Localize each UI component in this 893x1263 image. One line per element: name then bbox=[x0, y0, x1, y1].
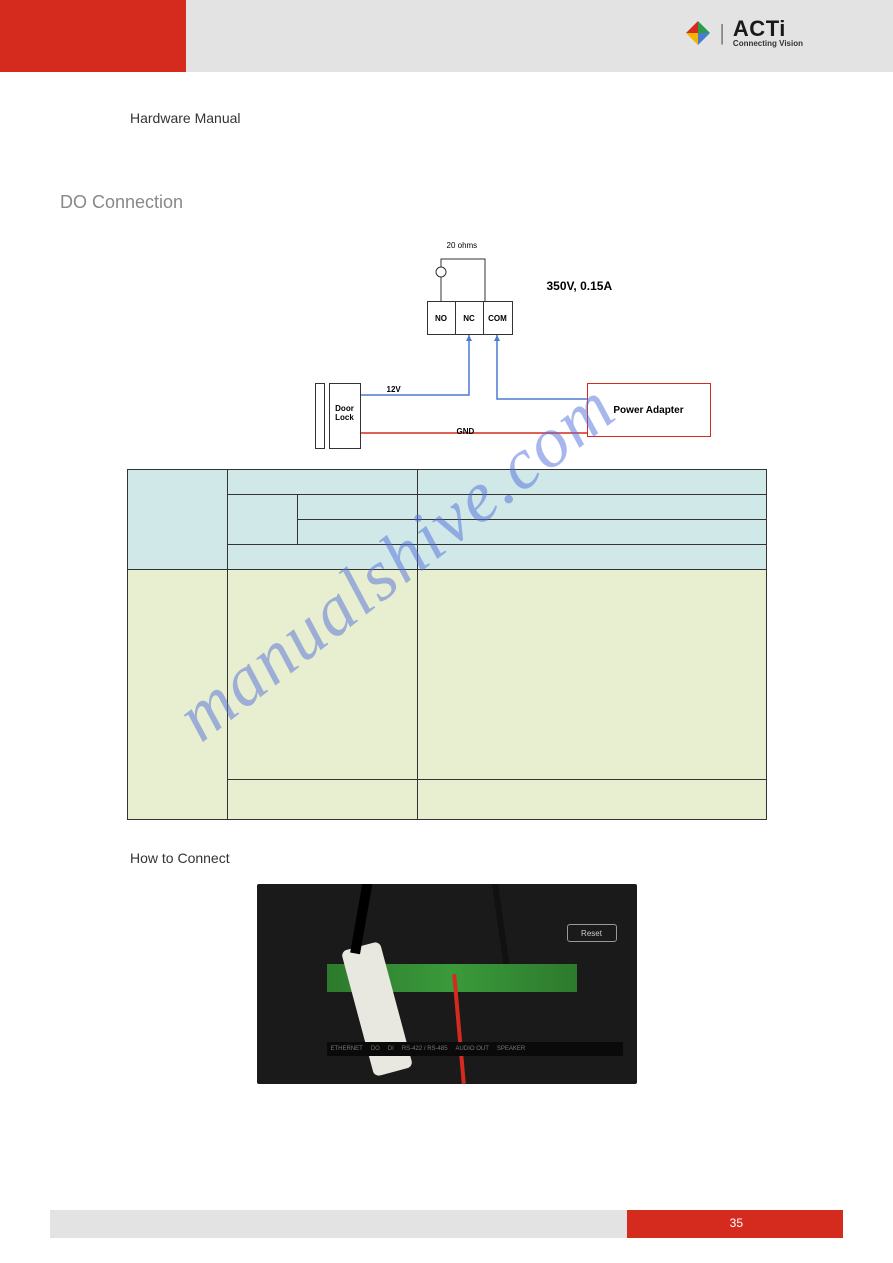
table-hdr-b2b bbox=[297, 520, 417, 545]
table-hdr-b3 bbox=[227, 545, 417, 570]
terminal-com: COM bbox=[484, 302, 512, 334]
terminal-nc: NC bbox=[456, 302, 484, 334]
table-hdr-c1 bbox=[417, 470, 766, 495]
table-hdr-b1 bbox=[227, 470, 417, 495]
page-number: 35 bbox=[730, 1216, 743, 1230]
rating-label: 350V, 0.15A bbox=[547, 279, 613, 293]
connect-section: How to Connect Reset ETHERNET DO DI RS-4… bbox=[60, 850, 833, 1084]
port-audio: AUDIO OUT bbox=[456, 1046, 489, 1052]
reset-button-label: Reset bbox=[567, 924, 617, 942]
black-cable-2 bbox=[490, 884, 508, 964]
table-row-b1 bbox=[227, 570, 417, 780]
table-row-c2 bbox=[417, 780, 766, 820]
table-hdr-c3 bbox=[417, 520, 766, 545]
logo-text: ACTi Connecting Vision bbox=[733, 18, 803, 48]
connector-photo: Reset ETHERNET DO DI RS-422 / RS-485 AUD… bbox=[257, 884, 637, 1084]
wire-12v-label: 12V bbox=[387, 385, 401, 394]
power-adapter-box: Power Adapter bbox=[587, 383, 711, 437]
spec-table bbox=[127, 469, 767, 820]
logo: | ACTi Connecting Vision bbox=[685, 18, 803, 48]
connect-heading: How to Connect bbox=[130, 850, 833, 866]
table-hdr-b2 bbox=[227, 495, 297, 545]
ethernet-cable bbox=[340, 941, 412, 1077]
table-hdr-c4 bbox=[417, 545, 766, 570]
table-row-c1 bbox=[417, 570, 766, 780]
brand-name: ACTi bbox=[733, 18, 803, 40]
doorlock-side bbox=[315, 383, 325, 449]
port-do: DO bbox=[371, 1046, 380, 1052]
section-heading: DO Connection bbox=[60, 192, 833, 213]
logo-separator: | bbox=[719, 20, 725, 46]
port-speaker: SPEAKER bbox=[497, 1046, 525, 1052]
relay-terminals: NO NC COM bbox=[427, 301, 513, 335]
table-hdr-c2 bbox=[417, 495, 766, 520]
logo-icon bbox=[685, 20, 711, 46]
port-di: DI bbox=[388, 1046, 394, 1052]
port-rs: RS-422 / RS-485 bbox=[402, 1046, 448, 1052]
footer-bar: 35 bbox=[50, 1210, 843, 1238]
document-title: Hardware Manual bbox=[130, 110, 241, 126]
header-bar: | ACTi Connecting Vision bbox=[0, 0, 893, 72]
table-row-a bbox=[127, 570, 227, 820]
door-lock-box: Door Lock bbox=[329, 383, 361, 449]
port-label-strip: ETHERNET DO DI RS-422 / RS-485 AUDIO OUT… bbox=[327, 1042, 623, 1056]
table-hdr-b2a bbox=[297, 495, 417, 520]
resistor-label: 20 ohms bbox=[447, 241, 478, 250]
wire-gnd-label: GND bbox=[457, 427, 475, 436]
table-hdr-a bbox=[127, 470, 227, 570]
brand-tagline: Connecting Vision bbox=[733, 40, 803, 48]
table-row-b2 bbox=[227, 780, 417, 820]
port-ethernet: ETHERNET bbox=[331, 1046, 363, 1052]
terminal-no: NO bbox=[428, 302, 456, 334]
wiring-diagram: 20 ohms 350V, 0.15A NO NC COM 12V GND Do… bbox=[127, 231, 767, 461]
header-accent bbox=[0, 0, 186, 72]
